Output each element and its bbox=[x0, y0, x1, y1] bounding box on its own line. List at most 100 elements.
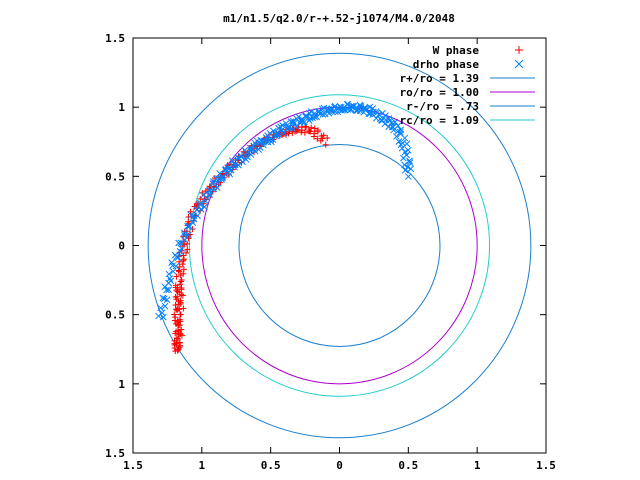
w-phase-point bbox=[177, 272, 184, 279]
x-tick-label: 0.5 bbox=[261, 459, 281, 472]
w-phase-point bbox=[178, 326, 185, 333]
circle-1.39 bbox=[147, 52, 532, 439]
drho-phase-point bbox=[166, 275, 174, 282]
circle-1.09 bbox=[188, 94, 491, 397]
w-phase-point bbox=[180, 257, 187, 264]
legend-marker-x bbox=[514, 59, 524, 69]
y-tick-label: 1.5 bbox=[105, 32, 125, 45]
w-phase-point bbox=[177, 278, 184, 285]
drho-phase-point bbox=[306, 109, 313, 117]
w-phase-point bbox=[177, 281, 184, 288]
drho-phase-point bbox=[180, 229, 188, 237]
drho-phase-point bbox=[404, 146, 412, 154]
w-phase-point bbox=[180, 266, 187, 273]
legend-label: rc/ro = 1.09 bbox=[400, 114, 479, 127]
drho-phase-point bbox=[284, 124, 291, 132]
w-phase-point bbox=[182, 249, 189, 256]
w-phase-point bbox=[324, 135, 331, 142]
drho-phase-point bbox=[394, 122, 402, 130]
drho-phase-point bbox=[228, 157, 236, 165]
legend-marker-plus bbox=[515, 46, 523, 54]
drho-phase-point bbox=[347, 106, 354, 114]
drho-phase-point bbox=[242, 155, 250, 163]
w-phase-point bbox=[174, 327, 181, 334]
drho-phase-point bbox=[206, 191, 214, 199]
drho-phase-point bbox=[406, 159, 414, 166]
drho-phase-point bbox=[187, 211, 195, 219]
drho-phase-point bbox=[193, 206, 201, 214]
drho-phase-point bbox=[256, 139, 264, 147]
x-tick-label: 1 bbox=[474, 459, 481, 472]
drho-phase-point bbox=[161, 302, 169, 310]
w-phase-point bbox=[178, 332, 185, 339]
w-phase-point bbox=[174, 293, 181, 300]
w-phase-point bbox=[175, 345, 182, 352]
w-phase-point bbox=[174, 319, 181, 326]
legend-label: drho phase bbox=[413, 58, 480, 71]
drho-phase-point bbox=[379, 109, 386, 117]
drho-phase-point bbox=[337, 103, 345, 111]
drho-phase-point bbox=[289, 117, 297, 125]
w-phase-point bbox=[178, 284, 185, 291]
drho-phase-point bbox=[366, 103, 374, 111]
w-phase-point bbox=[184, 246, 191, 253]
drho-phase-point bbox=[177, 239, 185, 247]
w-phase-point bbox=[172, 284, 179, 291]
drho-phase-point bbox=[216, 170, 224, 177]
w-phase-point bbox=[219, 170, 226, 177]
drho-phase-point bbox=[186, 222, 193, 230]
drho-phase-point bbox=[275, 124, 282, 132]
drho-phase-point bbox=[175, 239, 182, 247]
w-phase-point bbox=[177, 318, 184, 325]
drho-phase-point bbox=[397, 126, 405, 134]
drho-phase-point bbox=[157, 304, 164, 312]
drho-phase-point bbox=[234, 154, 242, 162]
w-phase-point bbox=[311, 125, 318, 132]
w-phase-point bbox=[314, 135, 321, 142]
w-phase-point bbox=[171, 317, 178, 324]
drho-phase-point bbox=[313, 113, 321, 121]
drho-phase-point bbox=[406, 157, 413, 165]
drho-phase-point bbox=[178, 245, 185, 252]
drho-phase-point bbox=[311, 113, 319, 121]
y-tick-label: 0.5 bbox=[105, 170, 125, 183]
drho-phase-point bbox=[319, 111, 327, 118]
w-phase-point bbox=[176, 289, 183, 296]
drho-phase-point bbox=[401, 161, 408, 169]
drho-phase-point bbox=[320, 104, 328, 112]
drho-phase-point bbox=[307, 115, 314, 122]
drho-phase-point bbox=[404, 173, 412, 180]
w-phase-point bbox=[318, 132, 325, 139]
drho-phase-point bbox=[285, 124, 293, 132]
w-phase-point bbox=[175, 335, 182, 342]
drho-phase-point bbox=[209, 180, 217, 187]
x-tick-label: 1.5 bbox=[123, 459, 143, 472]
drho-phase-point bbox=[255, 146, 263, 153]
w-phase-point bbox=[322, 141, 329, 148]
drho-phase-point bbox=[231, 161, 239, 169]
drho-phase-point bbox=[327, 106, 335, 113]
drho-phase-point bbox=[202, 197, 209, 205]
drho-phase-point bbox=[181, 236, 189, 244]
drho-phase-point bbox=[173, 253, 180, 261]
drho-phase-point bbox=[385, 123, 393, 131]
w-phase-point bbox=[179, 261, 186, 268]
plot-frame bbox=[132, 37, 547, 454]
drho-phase-point bbox=[169, 268, 177, 275]
drho-phase-point bbox=[407, 165, 415, 173]
chart-title: m1/n1.5/q2.0/r-+.52-j1074/M4.0/2048 bbox=[223, 12, 455, 25]
drho-phase-point bbox=[221, 166, 229, 174]
w-phase-point bbox=[176, 268, 183, 275]
y-axis-ticks: 1.5 1 0.5 0 0.5 1 1.5 bbox=[105, 32, 546, 460]
drho-phase-point bbox=[174, 254, 182, 261]
w-phase-point bbox=[308, 124, 315, 131]
drho-phase-point bbox=[325, 105, 333, 113]
drho-phase-point bbox=[404, 163, 412, 171]
legend-label: r-/ro = .73 bbox=[406, 100, 479, 113]
circle-0.73 bbox=[238, 144, 441, 347]
w-phase-point bbox=[179, 292, 186, 299]
drho-phase-point bbox=[163, 286, 170, 294]
w-phase-point bbox=[306, 128, 313, 135]
